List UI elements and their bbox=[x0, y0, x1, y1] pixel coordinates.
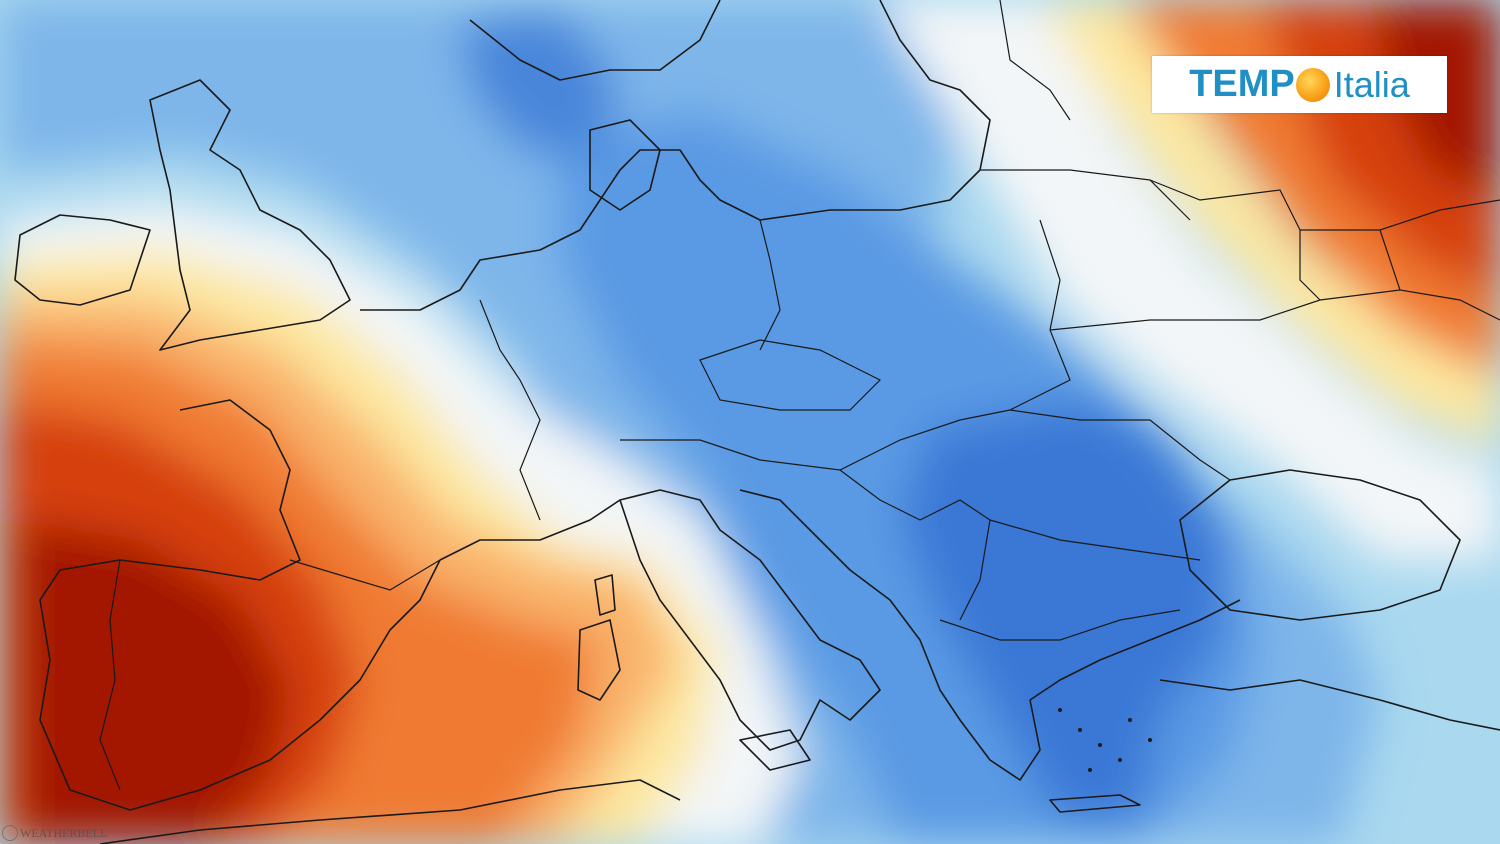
coast-balkans bbox=[739, 489, 1241, 781]
credit-text: WEATHERBELL bbox=[20, 825, 108, 840]
island-dot bbox=[1118, 758, 1122, 762]
border-finland bbox=[999, 0, 1071, 121]
island-dot bbox=[1128, 718, 1132, 722]
sun-icon bbox=[1295, 67, 1330, 102]
coast-sicily bbox=[739, 729, 811, 771]
coast-denmark bbox=[589, 119, 661, 211]
coast-turkey bbox=[1159, 679, 1500, 731]
aegean-islands bbox=[1058, 708, 1152, 772]
logo-text-tempo: TEMP bbox=[1189, 63, 1295, 105]
border-russia-west bbox=[1149, 179, 1321, 301]
border-russia-oblasts bbox=[1300, 199, 1500, 321]
deepblue-region-northsea bbox=[460, 10, 620, 160]
coast-crete bbox=[1049, 794, 1141, 813]
darkred-region-iberia bbox=[20, 520, 290, 844]
border-romania-bulgaria bbox=[989, 519, 1201, 561]
coast-scandinavia bbox=[469, 0, 721, 81]
coast-sardinia bbox=[577, 619, 621, 701]
white-band-east bbox=[880, 0, 1500, 560]
logo-text-italia: Italia bbox=[1333, 63, 1410, 105]
island-dot bbox=[1098, 743, 1102, 747]
weatherbell-credit: WEATHERBELL bbox=[0, 822, 132, 844]
coast-britain bbox=[149, 79, 351, 351]
island-dot bbox=[1078, 728, 1082, 732]
border-belarus-ukraine bbox=[1049, 289, 1401, 331]
border-france-spain bbox=[289, 559, 441, 591]
coast-france-iberia bbox=[39, 399, 441, 811]
coast-north-sea bbox=[360, 149, 761, 311]
border-ukraine-romania bbox=[1009, 409, 1231, 481]
weatherbell-logo-icon bbox=[2, 825, 18, 841]
island-dot bbox=[1148, 738, 1152, 742]
coastlines bbox=[14, 0, 1500, 844]
border-spain-portugal bbox=[99, 559, 121, 791]
coast-corsica bbox=[594, 574, 616, 616]
coast-med-france bbox=[439, 499, 621, 561]
coast-ireland bbox=[14, 214, 151, 306]
border-czech bbox=[699, 339, 882, 411]
border-balkans-1 bbox=[839, 469, 991, 621]
coast-baltic bbox=[759, 0, 991, 221]
border-greece bbox=[939, 609, 1181, 641]
tempo-italia-logo[interactable]: TEMP Italia bbox=[1152, 56, 1447, 113]
border-baltics bbox=[980, 169, 1191, 221]
island-dot bbox=[1088, 768, 1092, 772]
coast-italy bbox=[619, 489, 881, 751]
coast-north-africa bbox=[99, 779, 681, 844]
deepblue-region-balkans bbox=[900, 400, 1230, 820]
border-france-germany bbox=[479, 299, 541, 521]
island-dot bbox=[1058, 708, 1062, 712]
border-germany-poland bbox=[759, 219, 781, 351]
country-borders bbox=[99, 0, 1500, 791]
coast-black-sea bbox=[1179, 469, 1461, 621]
